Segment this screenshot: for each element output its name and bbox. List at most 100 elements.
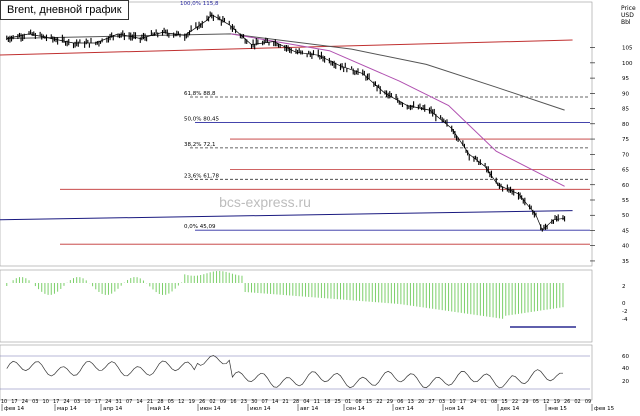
price-tick-label: 80 (622, 122, 629, 128)
day-tick-label: 03 (74, 399, 80, 405)
price-tick-label: 40 (622, 244, 629, 250)
day-tick-label: 22 (512, 399, 518, 405)
trend-line (0, 39, 573, 56)
price-tick-label: 105 (622, 46, 633, 52)
price-tick-label: 70 (622, 152, 629, 158)
day-tick-label: 02 (574, 399, 580, 405)
day-tick-label: 12 (543, 399, 549, 405)
day-tick-label: 19 (189, 399, 195, 405)
day-tick-label: 17 (11, 399, 17, 405)
day-tick-label: 08 (355, 399, 361, 405)
day-tick-label: 07 (262, 399, 268, 405)
oscillator-tick-label: 20 (622, 379, 629, 385)
month-label: окт 14 (395, 406, 414, 412)
day-tick-label: 19 (554, 399, 560, 405)
day-tick-label: 24 (105, 399, 111, 405)
day-tick-label: 25 (335, 399, 341, 405)
day-tick-label: 17 (53, 399, 59, 405)
day-tick-label: 12 (178, 399, 184, 405)
month-label: авг 14 (300, 406, 319, 412)
day-tick-label: 15 (501, 399, 507, 405)
price-tick-label: 45 (622, 228, 629, 234)
day-tick-label: 14 (272, 399, 278, 405)
day-tick-label: 06 (397, 399, 403, 405)
day-tick-label: 10 (84, 399, 90, 405)
day-tick-label: 10 (449, 399, 455, 405)
day-tick-label: 05 (168, 399, 174, 405)
day-tick-label: 24 (63, 399, 69, 405)
watermark: bcs-express.ru (219, 194, 311, 210)
histogram-tick-label: 2 (622, 284, 626, 290)
month-label: апр 14 (103, 406, 123, 412)
month-label: дек 14 (500, 406, 520, 412)
histogram-tick-label: 0 (622, 301, 626, 307)
histogram-tick-label: -2 (622, 309, 627, 315)
oscillator-line (6, 355, 563, 389)
day-tick-label: 07 (126, 399, 132, 405)
price-tick-label: 65 (622, 168, 629, 174)
day-tick-label: 14 (136, 399, 142, 405)
month-label: ноя 14 (445, 406, 465, 412)
day-tick-label: 01 (345, 399, 351, 405)
price-axis-label: Price USD Bbl (621, 5, 636, 26)
day-tick-label: 21 (282, 399, 288, 405)
day-tick-label: 29 (522, 399, 528, 405)
oscillator-pane (0, 344, 593, 401)
day-tick-label: 02 (209, 399, 215, 405)
fib-label: 38,2% 72,1 (184, 142, 215, 148)
month-label: май 14 (150, 405, 170, 412)
day-tick-label: 24 (22, 399, 28, 405)
fib-label: 23,6% 61,78 (184, 173, 219, 179)
sma-mid-line (230, 33, 565, 187)
day-tick-label: 28 (157, 399, 163, 405)
month-label: янв 15 (548, 406, 567, 412)
price-tick-label: 75 (622, 137, 629, 143)
day-tick-label: 09 (585, 399, 591, 405)
day-tick-label: 13 (408, 399, 414, 405)
day-tick-label: 27 (428, 399, 434, 405)
fib-label: 50,0% 80,45 (184, 116, 219, 122)
month-label: мар 14 (57, 406, 77, 412)
month-label: фев 15 (594, 406, 615, 412)
day-tick-label: 21 (147, 399, 153, 405)
day-tick-label: 20 (418, 399, 424, 405)
day-tick-label: 17 (460, 399, 466, 405)
day-tick-label: 17 (95, 399, 101, 405)
day-tick-label: 26 (199, 399, 205, 405)
chart-title: Brent, дневной график (0, 0, 129, 20)
price-tick-label: 95 (622, 76, 629, 82)
day-tick-label: 08 (491, 399, 497, 405)
price-line (6, 14, 565, 231)
trend-line (0, 210, 573, 221)
histogram-tick-label: -4 (622, 317, 628, 323)
day-tick-label: 28 (293, 399, 299, 405)
price-tick-label: 85 (622, 107, 629, 113)
month-label: сен 14 (346, 406, 365, 412)
month-label: фев 14 (4, 406, 25, 412)
month-label: июн 14 (200, 406, 221, 412)
price-pane (0, 1, 593, 267)
day-tick-label: 23 (241, 399, 247, 405)
price-tick-label: 100 (622, 61, 633, 67)
day-tick-label: 31 (116, 399, 122, 405)
day-tick-label: 01 (481, 399, 487, 405)
fib-label: 100,0% 115,8 (180, 1, 219, 7)
day-tick-label: 16 (230, 399, 236, 405)
day-tick-label: 03 (439, 399, 445, 405)
day-tick-label: 09 (220, 399, 226, 405)
day-tick-label: 18 (324, 399, 330, 405)
price-tick-label: 90 (622, 91, 629, 97)
day-tick-label: 11 (314, 399, 320, 405)
day-tick-label: 10 (43, 399, 49, 405)
fib-label: 61,8% 88,8 (184, 91, 216, 97)
day-tick-label: 03 (32, 399, 38, 405)
sma-long-line (6, 33, 565, 111)
price-tick-label: 50 (622, 213, 629, 219)
fib-label: 0,0% 45,09 (184, 224, 216, 230)
day-tick-label: 24 (470, 399, 476, 405)
day-tick-label: 29 (387, 399, 393, 405)
oscillator-tick-label: 60 (622, 354, 629, 360)
month-label: июл 14 (250, 406, 271, 412)
